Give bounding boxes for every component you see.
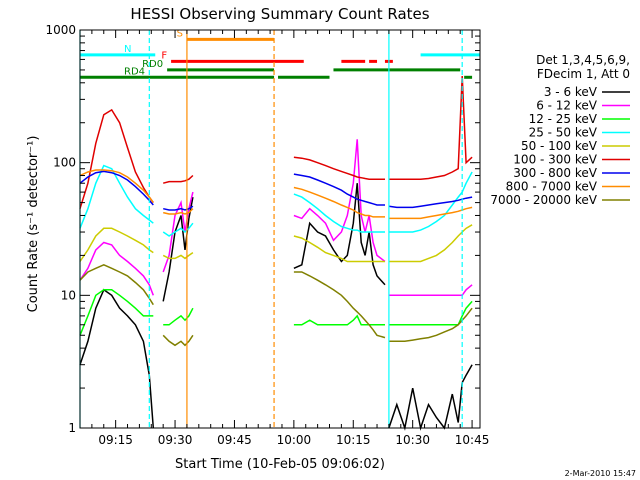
x-tick-label-4: 10:15 xyxy=(336,433,371,447)
series-line-0-segment-3 xyxy=(388,364,473,431)
series-line-4-segment-0 xyxy=(79,227,154,262)
legend-label-7: 800 - 7000 keV xyxy=(506,180,598,194)
series-line-2-segment-0 xyxy=(79,289,154,336)
state-bar-label-s: S xyxy=(177,28,183,39)
series-line-0-segment-2 xyxy=(293,183,386,286)
legend-label-0: 3 - 6 keV xyxy=(544,85,598,99)
x-tick-label-6: 10:45 xyxy=(455,433,490,447)
series-line-5-segment-2 xyxy=(293,156,385,180)
series-line-1-segment-2 xyxy=(293,139,386,263)
legend: Det 1,3,4,5,6,9, FDecim 1, Att 0 3 - 6 k… xyxy=(490,53,630,207)
series-line-0-segment-0 xyxy=(79,288,155,429)
legend-label-1: 6 - 12 keV xyxy=(536,99,598,113)
series-line-4-segment-3 xyxy=(388,224,473,263)
series-line-1-segment-1 xyxy=(162,191,194,273)
date-stamp: 2-Mar-2010 15:47 xyxy=(565,469,636,478)
series-line-5-segment-0 xyxy=(79,108,154,209)
series-line-3-segment-2 xyxy=(293,193,385,233)
legend-title-line-1: Det 1,3,4,5,6,9, xyxy=(536,53,630,67)
legend-label-8: 7000 - 20000 keV xyxy=(490,193,597,207)
series-line-0-segment-1 xyxy=(162,196,194,302)
series-line-8-segment-0 xyxy=(79,263,154,306)
x-tick-label-2: 09:45 xyxy=(217,433,252,447)
legend-title-line-2: FDecim 1, Att 0 xyxy=(537,67,630,81)
state-bar-label-rd4: RD4 xyxy=(124,66,145,77)
series-line-3-segment-3 xyxy=(388,171,473,233)
series-line-2-segment-1 xyxy=(163,307,194,326)
x-axis-label: Start Time (10-Feb-05 09:06:02) xyxy=(175,457,385,472)
state-bar-label-f: F xyxy=(161,50,167,61)
series-line-3-segment-1 xyxy=(162,222,194,237)
series-line-8-segment-2 xyxy=(293,271,386,339)
y-tick-label-3: 1000 xyxy=(45,23,76,37)
x-tick-label-5: 10:30 xyxy=(395,433,430,447)
state-bar-label-n: N xyxy=(124,44,131,55)
series-line-8-segment-1 xyxy=(162,334,194,347)
legend-label-2: 12 - 25 keV xyxy=(529,112,598,126)
x-tick-label-3: 10:00 xyxy=(277,433,312,447)
x-tick-label-0: 09:15 xyxy=(98,433,133,447)
series-line-7-segment-1 xyxy=(163,208,194,215)
x-tick-label-1: 09:30 xyxy=(158,433,193,447)
y-tick-label-2: 100 xyxy=(53,156,76,170)
axis-ticks: 09:15 09:30 09:45 10:00 10:15 10:30 10:45 1 10 10… xyxy=(45,23,489,447)
y-axis-label-text: Count Rate (s⁻¹ detector⁻¹) xyxy=(26,136,41,313)
state-bar-label-rd0: RD0 xyxy=(142,59,163,70)
series-line-6-segment-0 xyxy=(79,170,154,206)
series-line-1-segment-3 xyxy=(388,284,473,297)
y-tick-label-0: 1 xyxy=(68,421,76,435)
series-line-6-segment-3 xyxy=(388,196,473,209)
series-line-1-segment-0 xyxy=(79,241,155,296)
reference-lines xyxy=(79,30,463,428)
legend-label-6: 300 - 800 keV xyxy=(513,166,597,180)
series-line-6-segment-1 xyxy=(163,205,194,211)
legend-label-3: 25 - 50 keV xyxy=(529,126,598,140)
plot-frame xyxy=(79,29,481,429)
series-line-4-segment-2 xyxy=(293,235,385,263)
legend-label-4: 50 - 100 keV xyxy=(521,139,598,153)
series-line-3-segment-0 xyxy=(79,164,154,229)
legend-label-5: 100 - 300 keV xyxy=(513,153,597,167)
series-line-6-segment-2 xyxy=(293,173,385,206)
y-tick-label-1: 10 xyxy=(61,288,76,302)
series-line-2-segment-3 xyxy=(388,300,473,326)
series-line-7-segment-2 xyxy=(293,186,385,218)
series-line-7-segment-0 xyxy=(79,169,154,204)
y-axis-label: Count Rate (s⁻¹ detector⁻¹) xyxy=(26,136,41,313)
series-line-7-segment-3 xyxy=(388,206,473,220)
series-lines xyxy=(79,75,473,431)
series-line-5-segment-1 xyxy=(163,174,194,184)
chart-title: HESSI Observing Summary Count Rates xyxy=(130,5,429,23)
series-line-4-segment-1 xyxy=(162,251,194,260)
series-line-2-segment-2 xyxy=(293,314,385,326)
series-line-5-segment-3 xyxy=(388,75,473,180)
